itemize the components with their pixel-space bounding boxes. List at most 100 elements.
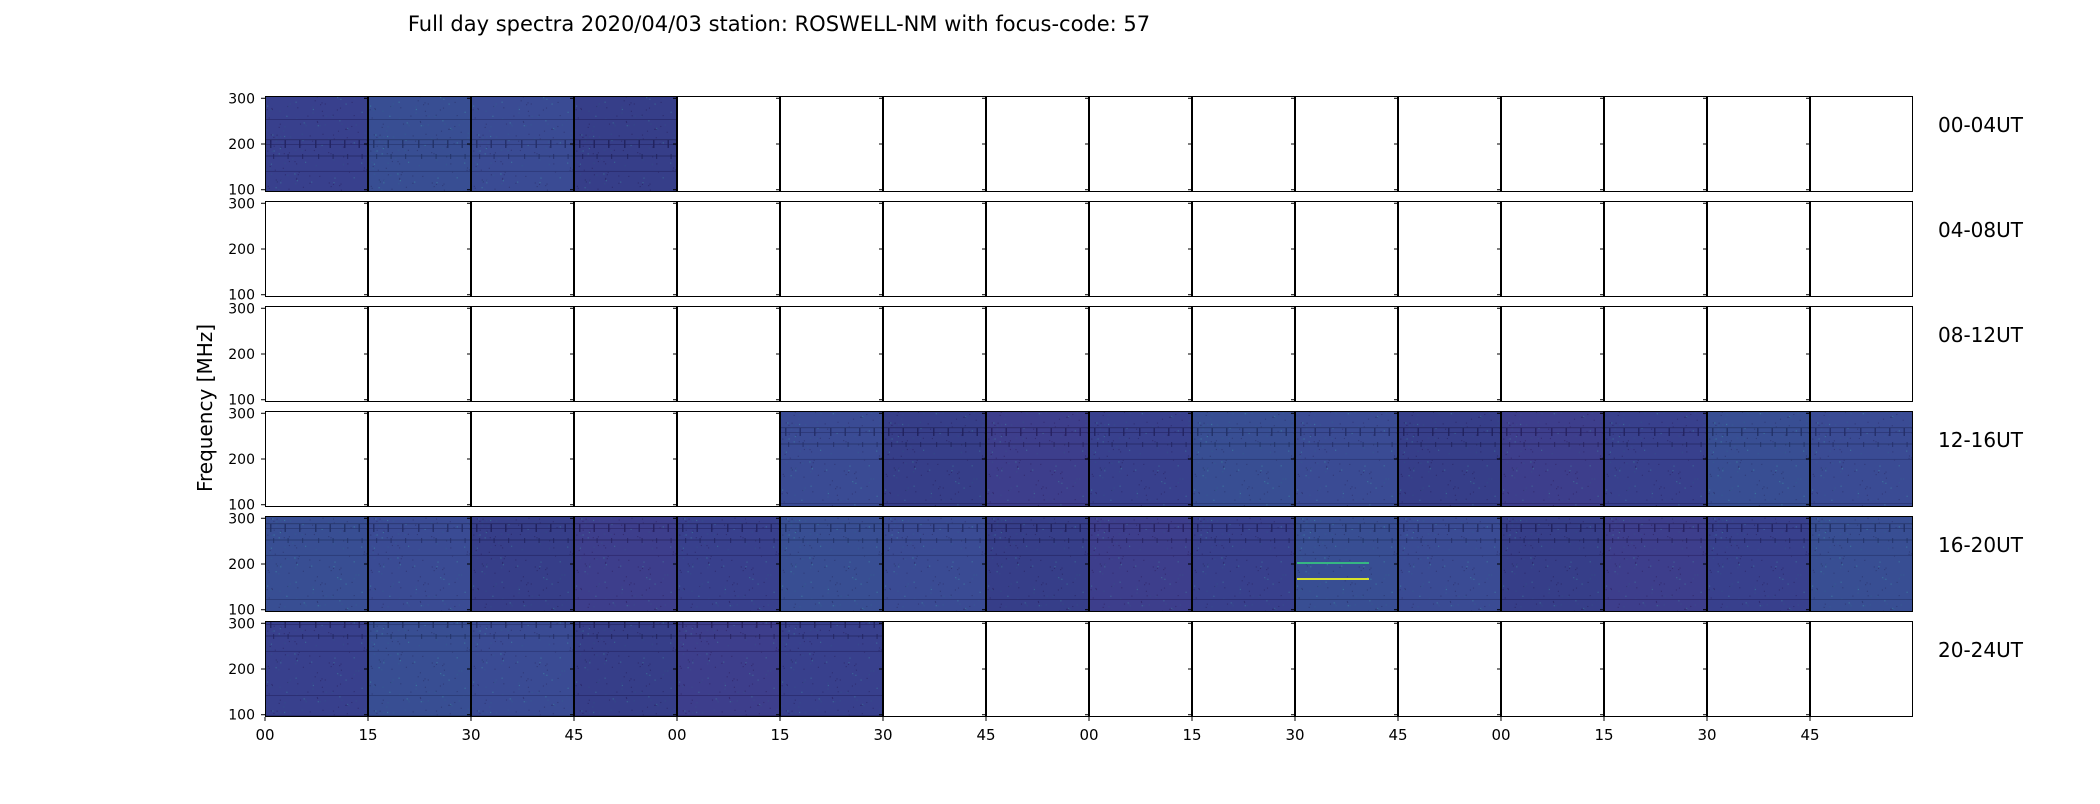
panel-frame — [1810, 411, 1913, 507]
spectrogram-fill — [1089, 516, 1192, 612]
empty-panel — [1188, 306, 1295, 402]
panel-background — [1810, 306, 1913, 402]
panel-background — [1810, 96, 1913, 192]
empty-panel — [570, 411, 677, 507]
y-tick-label: 100 — [228, 708, 255, 724]
chart-title: Full day spectra 2020/04/03 station: ROS… — [408, 12, 1150, 36]
spectrogram-tint — [1604, 516, 1707, 612]
spectrogram-tint — [1810, 516, 1913, 612]
spectrogram-fill — [1501, 411, 1604, 507]
spectrogram-tint — [1707, 516, 1810, 612]
spectrogram-panel — [364, 621, 471, 717]
panel-frame — [1810, 96, 1913, 192]
spectrogram-tint — [574, 516, 677, 612]
empty-panel — [261, 201, 368, 297]
panel-background — [1295, 96, 1398, 192]
empty-panel — [1703, 306, 1810, 402]
spectrogram-tint — [368, 516, 471, 612]
panel-background — [265, 201, 368, 297]
empty-panel — [982, 306, 1089, 402]
spectrogram-panel — [1600, 516, 1707, 612]
spectrogram-tint — [1089, 411, 1192, 507]
spectrogram-fill — [1604, 411, 1707, 507]
spectrogram-fill — [883, 516, 986, 612]
empty-panel — [776, 96, 883, 192]
empty-panel — [879, 306, 986, 402]
spectrogram-panel — [776, 411, 883, 507]
spectrogram-panel — [879, 516, 986, 612]
panel-background — [677, 411, 780, 507]
spectrogram-tint — [1501, 516, 1604, 612]
empty-panel — [1085, 621, 1192, 717]
spectrogram-fill — [1192, 516, 1295, 612]
row-label: 08-12UT — [1938, 323, 2024, 347]
spectrogram-panel — [1497, 516, 1604, 612]
empty-panel — [1806, 96, 1913, 192]
spectrogram-tint — [1192, 516, 1295, 612]
panel-background — [986, 621, 1089, 717]
spectrogram-panel — [1703, 516, 1810, 612]
spectrogram-fill — [265, 516, 368, 612]
x-tick-label: 30 — [1285, 726, 1304, 744]
panel-background — [1192, 96, 1295, 192]
y-tick-label: 300 — [228, 301, 255, 317]
spectrogram-fill — [471, 621, 574, 717]
spectrogram-tint — [1089, 516, 1192, 612]
y-tick-label: 300 — [228, 91, 255, 107]
panel-background — [574, 201, 677, 297]
spectrogram-panel — [364, 96, 471, 192]
spectrogram-fill — [368, 96, 471, 192]
panel-background — [1810, 201, 1913, 297]
panel-background — [677, 96, 780, 192]
spectrogram-panel — [1188, 516, 1295, 612]
spectrogram-fill — [1810, 411, 1913, 507]
panel-row: 100 200 300 00-04UT — [228, 91, 2023, 198]
panel-background — [1501, 201, 1604, 297]
x-tick-label: 00 — [1079, 726, 1098, 744]
spectrogram-fill — [1398, 411, 1501, 507]
spectrogram-tint — [1192, 411, 1295, 507]
y-tick-label: 200 — [228, 557, 255, 573]
empty-panel — [1394, 306, 1501, 402]
spectrogram-panel — [467, 96, 574, 192]
empty-panel — [1497, 306, 1604, 402]
empty-panel — [776, 201, 883, 297]
panel-background — [883, 621, 986, 717]
spectrogram-tint — [265, 621, 368, 717]
x-tick-label: 30 — [1697, 726, 1716, 744]
empty-panel — [1394, 621, 1501, 717]
panel-background — [368, 201, 471, 297]
panel-background — [1192, 201, 1295, 297]
panel-background — [471, 411, 574, 507]
spectral-line-mark — [1297, 578, 1369, 580]
spectrogram-panel — [570, 96, 677, 192]
spectrogram-panel — [776, 516, 883, 612]
empty-panel — [1291, 306, 1398, 402]
x-tick-label: 00 — [1491, 726, 1510, 744]
spectrogram-panel — [673, 516, 780, 612]
spectrogram-panel — [1806, 411, 1913, 507]
panel-background — [1089, 306, 1192, 402]
panel-background — [1707, 96, 1810, 192]
y-tick-label: 200 — [228, 347, 255, 363]
x-tick-label: 45 — [976, 726, 995, 744]
empty-panel — [1188, 621, 1295, 717]
panel-background — [1398, 621, 1501, 717]
empty-panel — [261, 306, 368, 402]
panel-background — [368, 411, 471, 507]
empty-panel — [1703, 96, 1810, 192]
spectrogram-fill — [574, 96, 677, 192]
panel-background — [1089, 201, 1192, 297]
empty-panel — [1600, 621, 1707, 717]
empty-panel — [467, 201, 574, 297]
y-axis-label: Frequency [MHz] — [193, 324, 217, 492]
spectrogram-panel — [1394, 516, 1501, 612]
empty-panel — [1497, 201, 1604, 297]
spectrogram-fill — [1501, 516, 1604, 612]
spectrogram-panel — [1085, 516, 1192, 612]
y-tick-label: 300 — [228, 511, 255, 527]
spectrogram-panel — [1394, 411, 1501, 507]
empty-panel — [1394, 96, 1501, 192]
spectrogram-tint — [780, 411, 883, 507]
